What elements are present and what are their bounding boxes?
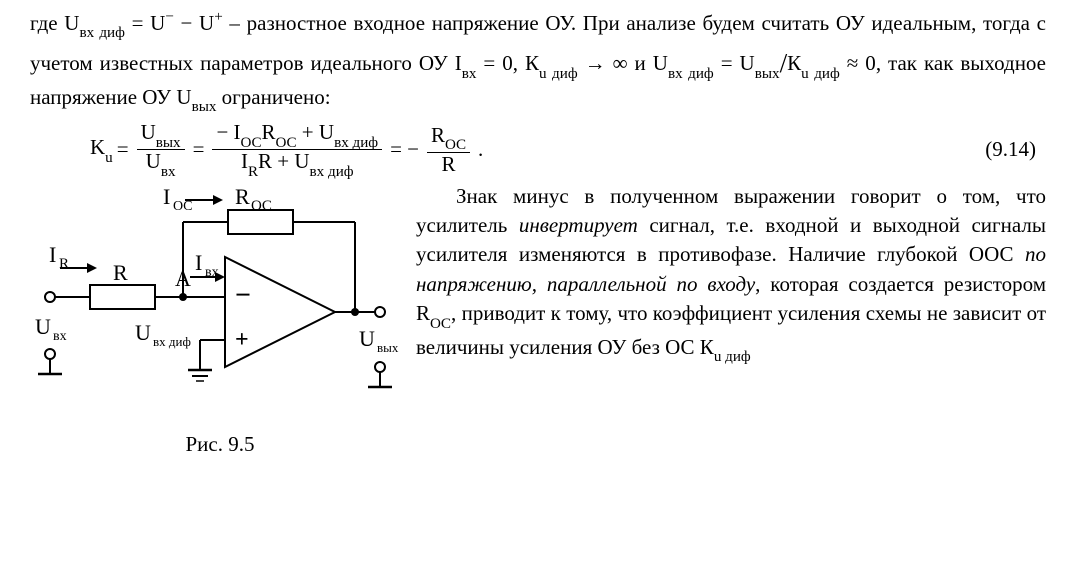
svg-text:I: I [195, 250, 202, 275]
paragraph-2: Знак минус в полученном выражении говори… [410, 182, 1046, 366]
svg-text:U: U [135, 320, 151, 345]
svg-text:R: R [235, 184, 250, 209]
svg-text:вх: вх [53, 329, 67, 344]
equation-9-14: Ku = Uвых Uвх = − IOCROC + Uвх диф IRR +… [30, 122, 1046, 178]
svg-text:вых: вых [377, 340, 399, 355]
svg-text:U: U [359, 326, 375, 351]
formula: Uвых [176, 85, 216, 109]
figure-9-5: I R R A I вх − + [30, 182, 410, 460]
figure-caption: Рис. 9.5 [30, 430, 410, 459]
equation-number: (9.14) [985, 135, 1046, 164]
svg-text:−: − [235, 280, 251, 311]
equation-body: Ku = Uвых Uвх = − IOCROC + Uвх диф IRR +… [90, 122, 483, 178]
svg-text:вх: вх [205, 265, 219, 280]
formula: Iвх = 0, Кu диф → ∞ и Uвх диф = Uвых/Кu … [455, 51, 876, 75]
formula: Uвх диф = U− − U+ [64, 11, 222, 35]
svg-text:I: I [163, 184, 170, 209]
svg-text:R: R [113, 260, 128, 285]
svg-text:+: + [235, 327, 249, 353]
svg-text:R: R [59, 256, 69, 272]
text: где [30, 11, 64, 35]
svg-text:U: U [35, 314, 51, 339]
svg-text:I: I [49, 242, 56, 267]
svg-text:OC: OC [173, 199, 192, 214]
svg-text:вх диф: вх диф [153, 334, 191, 349]
text: ограничено: [216, 85, 330, 109]
svg-text:OC: OC [251, 198, 272, 214]
paragraph-1: где Uвх диф = U− − U+ – разностное входн… [30, 8, 1046, 116]
